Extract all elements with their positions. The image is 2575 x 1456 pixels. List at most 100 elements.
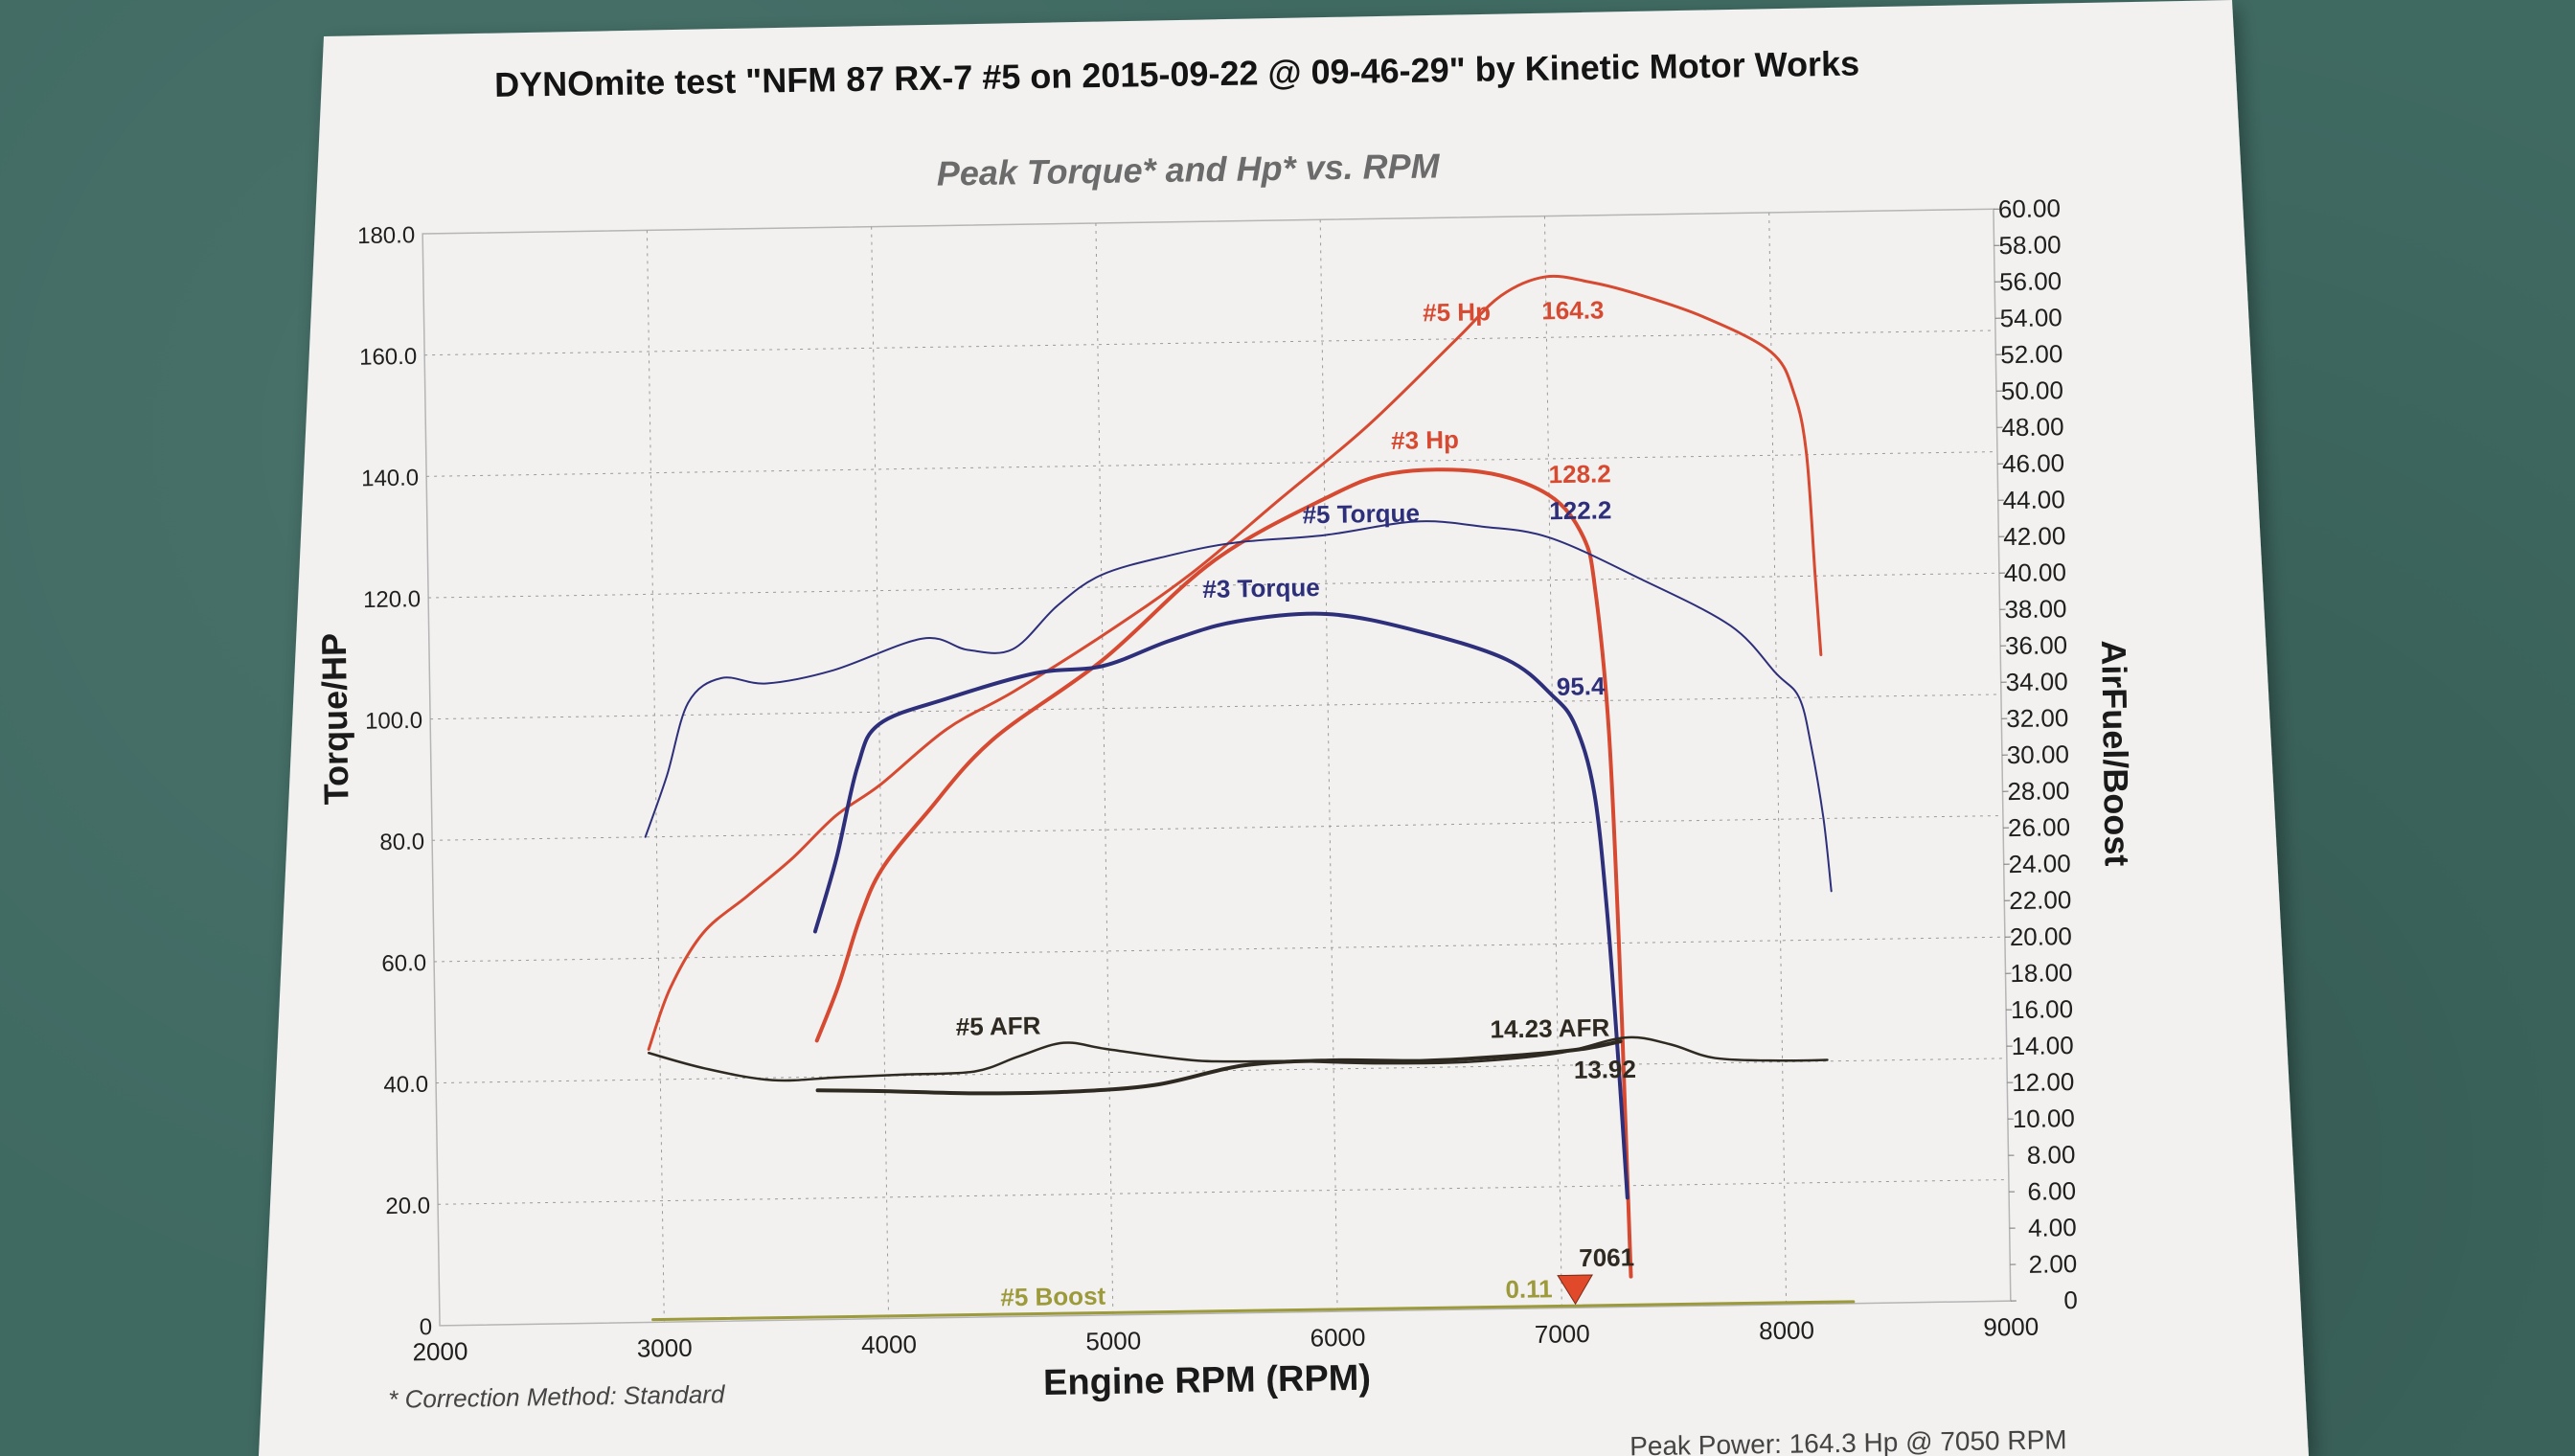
rpm-marker	[1557, 1274, 1593, 1306]
y-tick-label: 180.0	[357, 222, 415, 249]
y2-tick-label: 54.00	[1999, 303, 2062, 332]
y2-tick-label: 60.00	[1998, 193, 2062, 223]
y-tick-label: 160.0	[359, 344, 417, 371]
annotation-0-11: 0.11	[1505, 1274, 1553, 1304]
series-line-5-afr	[647, 1035, 1829, 1082]
y2-tick-label: 20.00	[2010, 921, 2073, 951]
annotation-95-4: 95.4	[1557, 671, 1607, 701]
y-gridline	[426, 451, 1997, 477]
annotation-5-hp: #5 Hp	[1423, 297, 1491, 327]
y2-tick-label: 18.00	[2010, 958, 2073, 988]
y2-tick-label: 16.00	[2011, 994, 2074, 1024]
annotation-7061: 7061	[1579, 1242, 1634, 1272]
series-line-5-torque	[644, 520, 1833, 893]
x-tick-label: 5000	[1085, 1326, 1141, 1355]
series-line-3-afr	[815, 1039, 1623, 1096]
x-tick-label: 6000	[1310, 1323, 1365, 1353]
y-gridline	[434, 936, 2005, 963]
y2-tick-label: 0	[2063, 1285, 2078, 1314]
y-gridline	[438, 1178, 2009, 1205]
y-tick-label: 140.0	[361, 465, 419, 491]
x-gridline	[1768, 212, 1788, 1305]
y2-tick-label: 32.00	[2006, 703, 2069, 733]
y2-tick-label: 4.00	[2028, 1213, 2077, 1242]
x-axis: 2000 3000 4000 5000 6000 7000 8000 9000	[412, 1312, 2039, 1367]
series-line-3-hp	[814, 467, 1633, 1279]
y-gridline	[432, 815, 2003, 841]
annotation-128-2: 128.2	[1548, 459, 1611, 489]
x-tick-label: 9000	[1983, 1312, 2039, 1342]
y2-tick-label: 46.00	[2002, 448, 2065, 478]
y-tick-label: 120.0	[363, 586, 421, 613]
series-line-5-boost	[651, 1300, 1856, 1322]
x-tick-label: 4000	[861, 1330, 917, 1359]
series-line-3-torque	[812, 611, 1629, 1200]
y2-tick-label: 50.00	[2001, 375, 2064, 405]
y2-tick-label: 14.00	[2011, 1031, 2074, 1060]
x-tick-label: 2000	[412, 1336, 467, 1366]
x-gridline	[1095, 223, 1114, 1315]
x-gridline	[1319, 219, 1338, 1312]
left-y-axis: 0 20.0 40.0 60.0 80.0 100.0 120.0 140.0 160.0 180…	[357, 222, 433, 1340]
y-gridline	[424, 330, 1995, 356]
y-tick-label: 80.0	[379, 829, 424, 855]
x-gridline	[1543, 216, 1562, 1308]
x-tick-label: 3000	[637, 1333, 693, 1363]
annotation-3-hp: #3 Hp	[1391, 425, 1459, 455]
y2-tick-label: 26.00	[2008, 812, 2071, 842]
paper-sheet	[259, 0, 2309, 1456]
y2-tick-label: 56.00	[1999, 266, 2062, 296]
y2-tick-label: 40.00	[2004, 557, 2067, 587]
correction-footnote: * Correction Method: Standard	[388, 1379, 726, 1414]
annotation-3-torque: #3 Torque	[1202, 573, 1320, 603]
annotation-164-3: 164.3	[1541, 295, 1605, 325]
y-tick-label: 0	[420, 1314, 433, 1340]
series-layer	[644, 274, 1856, 1322]
y2-tick-label: 8.00	[2027, 1140, 2076, 1170]
y2-tick-label: 34.00	[2005, 667, 2068, 696]
y2-axis-label: AirFuel/Boost	[2094, 640, 2137, 867]
y2-tick-label: 44.00	[2002, 485, 2065, 514]
y2-tick-label: 30.00	[2007, 739, 2070, 769]
plot-grid	[424, 212, 2009, 1323]
annotation-14-23-afr: 14.23 AFR	[1490, 1013, 1609, 1044]
y-tick-label: 20.0	[385, 1193, 430, 1219]
y2-tick-label: 48.00	[2001, 412, 2064, 442]
y2-tick-label: 22.00	[2009, 885, 2072, 915]
y-tick-label: 40.0	[383, 1072, 428, 1099]
series-line-5-hp	[647, 274, 1823, 1051]
sheet-content: DYNOmite test "NFM 87 RX-7 #5 on 2015-09…	[314, 43, 2137, 1456]
y2-tick-label: 58.00	[1998, 230, 2062, 260]
annotation-5-boost: #5 Boost	[1000, 1282, 1106, 1312]
y2-tick-label: 12.00	[2012, 1067, 2075, 1097]
y-gridline	[436, 1058, 2007, 1084]
y2-tick-label: 2.00	[2028, 1249, 2077, 1279]
peak-power-text: Peak Power: 164.3 Hp @ 7050 RPM	[1629, 1424, 2067, 1456]
annotation-13-92: 13.92	[1574, 1055, 1637, 1084]
y2-tick-label: 6.00	[2027, 1176, 2076, 1206]
annotation-5-torque: #5 Torque	[1302, 498, 1420, 529]
y-tick-label: 100.0	[365, 708, 422, 735]
x-gridline	[871, 226, 890, 1319]
y2-tick-label: 52.00	[2000, 339, 2063, 369]
chart-title: Peak Torque* and Hp* vs. RPM	[937, 146, 1441, 193]
x-tick-label: 7000	[1535, 1319, 1590, 1349]
right-y-axis: 0 2.00 4.00 6.00 8.00 10.00 12.00 14.00 16.00 18.…	[1993, 193, 2078, 1314]
y-gridline	[428, 572, 1999, 599]
x-axis-label: Engine RPM (RPM)	[1043, 1358, 1372, 1403]
y-axis-label: Torque/HP	[314, 633, 356, 806]
annotation-5-afr: #5 AFR	[956, 1012, 1041, 1041]
y2-tick-label: 38.00	[2004, 594, 2067, 624]
y2-tick-label: 42.00	[2003, 521, 2066, 551]
y2-tick-label: 24.00	[2008, 849, 2071, 878]
annotation-layer: #5 Hp 164.3 #3 Hp 128.2 #5 Torque 122.2 #3 Tor…	[956, 295, 1637, 1312]
y2-tick-label: 28.00	[2007, 776, 2070, 806]
x-gridline	[646, 230, 665, 1323]
annotation-122-2: 122.2	[1549, 495, 1612, 525]
y2-tick-label: 36.00	[2005, 630, 2068, 660]
y-tick-label: 60.0	[381, 950, 426, 977]
x-tick-label: 8000	[1759, 1315, 1814, 1345]
y2-tick-label: 10.00	[2013, 1103, 2076, 1133]
y-gridline	[430, 694, 2001, 720]
